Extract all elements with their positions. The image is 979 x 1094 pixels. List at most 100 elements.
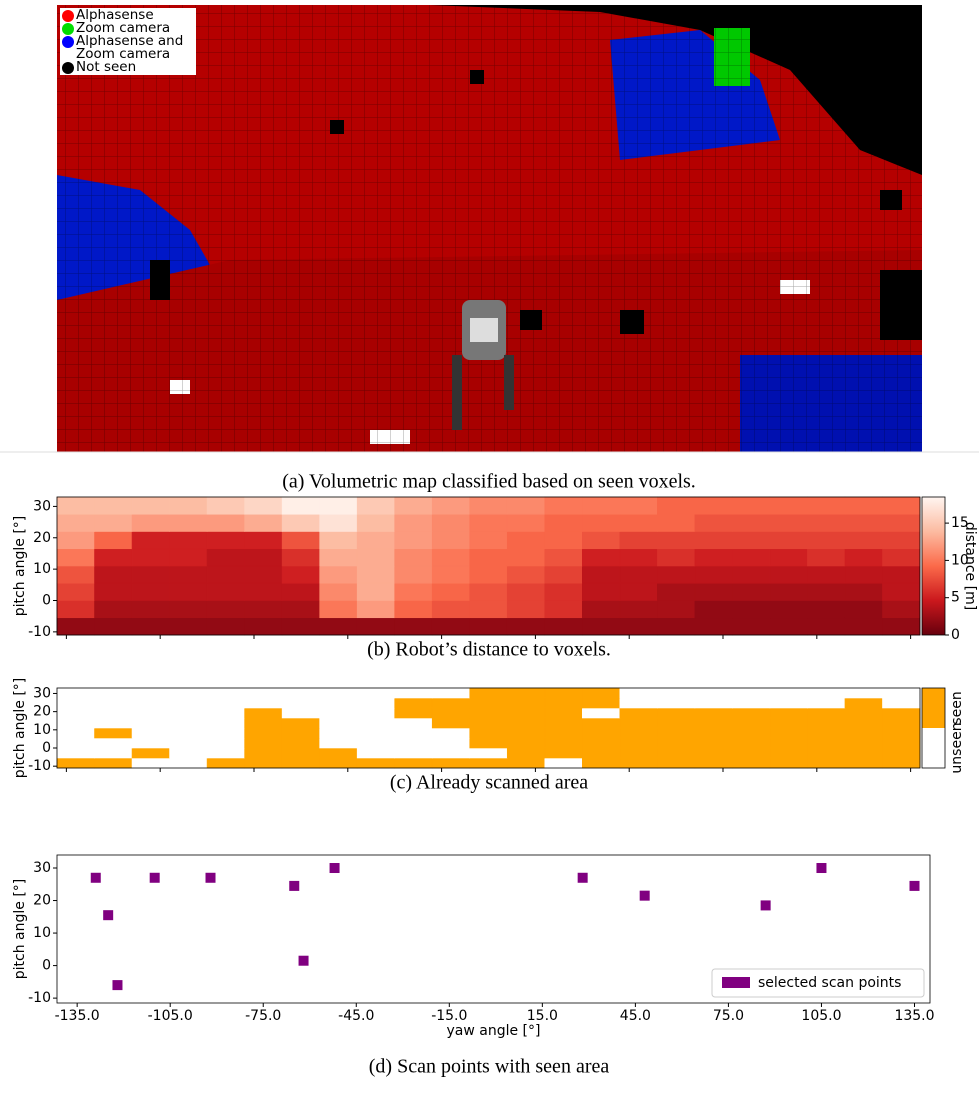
heatmap-cell <box>281 707 320 719</box>
heatmap-cell <box>694 717 733 729</box>
heatmap-cell <box>244 737 283 749</box>
heatmap-cell <box>544 747 583 759</box>
heatmap-cell <box>882 600 921 619</box>
heatmap-cell <box>469 513 508 532</box>
heatmap-cell <box>56 617 95 636</box>
heatmap-cell <box>844 757 883 769</box>
heatmap-cell <box>769 617 808 636</box>
heatmap-cell <box>582 513 621 532</box>
heatmap-cell <box>394 600 433 619</box>
heatmap-cell <box>56 727 95 739</box>
legend-marker <box>62 23 74 35</box>
heatmap-cell <box>619 747 658 759</box>
colorbar-tick-label: 10 <box>951 552 969 568</box>
heatmap-cell <box>356 617 395 636</box>
heatmap-cell <box>844 600 883 619</box>
heatmap-cell <box>582 548 621 567</box>
heatmap-cell <box>694 757 733 769</box>
y-tick-label: 10 <box>33 561 51 577</box>
heatmap-cell <box>657 548 696 567</box>
heatmap-cell <box>431 747 471 759</box>
heatmap-cell <box>281 727 320 739</box>
heatmap-cell <box>694 513 733 532</box>
colorbar-label: distance [m] <box>962 522 978 610</box>
heatmap-cell <box>319 548 358 567</box>
heatmap-cell <box>582 757 621 769</box>
x-tick-label: -105.0 <box>148 1008 193 1024</box>
scan-point <box>298 955 309 966</box>
heatmap-cell <box>882 717 921 729</box>
heatmap-cell <box>56 707 95 719</box>
heatmap-cell <box>882 565 921 584</box>
robot <box>452 300 514 430</box>
heatmap-cell <box>56 737 95 749</box>
heatmap-cell <box>619 531 658 550</box>
legend-label: Alphasense and Zoom camera <box>76 33 184 62</box>
heatmap-cell <box>506 717 546 729</box>
heatmap-cell <box>394 737 433 749</box>
heatmap-cell <box>807 496 846 515</box>
plot-frame <box>56 854 931 1004</box>
heatmap-cell <box>56 531 95 550</box>
colorbar-tick-label: 5 <box>951 590 960 606</box>
heatmap-cell <box>394 727 433 739</box>
plot-frame <box>56 496 921 636</box>
colorbar-segment <box>922 688 945 728</box>
heatmap-cell <box>769 600 808 619</box>
caption: (c) Already scanned area <box>390 772 588 794</box>
heatmap-cell <box>94 531 133 550</box>
heatmap-cell <box>619 548 658 567</box>
heatmap-cell <box>582 617 621 636</box>
legend-label: Zoom camera <box>76 20 171 36</box>
y-tick-label: 20 <box>33 893 51 909</box>
heatmap-cell <box>319 757 358 769</box>
heatmap-cell <box>732 727 771 739</box>
heatmap-cell <box>131 582 170 601</box>
y-tick-label: -10 <box>28 624 51 640</box>
heatmap-cell <box>131 687 170 699</box>
legend-marker <box>62 10 74 22</box>
heatmap-cell <box>619 727 658 739</box>
heatmap-cell <box>319 717 358 729</box>
heatmap-cell <box>244 717 283 729</box>
heatmap-cell <box>394 717 433 729</box>
heatmap-cell <box>356 548 395 567</box>
heatmap-cell <box>206 531 245 550</box>
heatmap-cell <box>131 531 170 550</box>
heatmap-cell <box>844 717 883 729</box>
heatmap-cell <box>657 582 696 601</box>
legend-entry: Alphasense <box>62 8 194 22</box>
heatmap-cell <box>394 496 433 515</box>
heatmap-cell <box>56 697 95 709</box>
heatmap-cell <box>394 687 433 699</box>
heatmap-cell <box>732 513 771 532</box>
heatmap-cell <box>544 496 583 515</box>
heatmap-cell <box>131 565 170 584</box>
y-tick-label: 10 <box>33 925 51 941</box>
x-axis-label: yaw angle [°] <box>447 1023 541 1039</box>
heatmap-cell <box>506 582 546 601</box>
heatmap-cell <box>131 600 170 619</box>
x-tick-label: 135.0 <box>894 1008 934 1024</box>
heatmap-cell <box>807 727 846 739</box>
heatmap-cell <box>56 548 95 567</box>
heatmap-cell <box>544 737 583 749</box>
scan-point <box>289 880 300 891</box>
heatmap-cell <box>694 707 733 719</box>
heatmap-cell <box>732 687 771 699</box>
heatmap-cell <box>131 496 170 515</box>
heatmap-cell <box>582 747 621 759</box>
y-tick-label: 0 <box>42 740 51 756</box>
heatmap-cell <box>694 617 733 636</box>
heatmap-cell <box>56 747 95 759</box>
heatmap-cell <box>882 697 921 709</box>
heatmap-cell <box>769 707 808 719</box>
heatmap-cell <box>619 600 658 619</box>
heatmap-cell <box>244 747 283 759</box>
heatmap-cell <box>506 513 546 532</box>
heatmap-cell <box>56 513 95 532</box>
heatmap-cell <box>169 531 208 550</box>
heatmap-cell <box>694 727 733 739</box>
heatmap-cell <box>582 737 621 749</box>
